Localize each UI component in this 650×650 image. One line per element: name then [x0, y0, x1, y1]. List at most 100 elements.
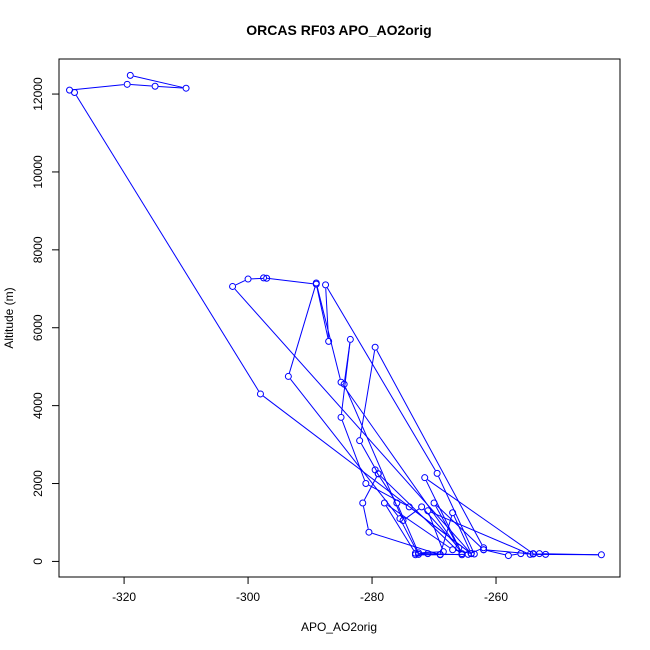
data-point — [504, 552, 512, 560]
data-point — [517, 550, 525, 558]
series-segment — [288, 286, 316, 374]
series-segment — [235, 280, 246, 286]
series-segment — [380, 475, 460, 553]
data-point — [312, 279, 320, 287]
data-point — [229, 282, 237, 290]
series-segment — [342, 384, 461, 552]
data-point — [244, 275, 252, 283]
data-point — [467, 550, 475, 558]
data-point — [421, 474, 429, 482]
data-point — [70, 88, 78, 96]
series-segment — [453, 515, 471, 551]
data-point — [151, 82, 159, 90]
series-segment — [133, 75, 183, 88]
data-point — [415, 550, 423, 558]
series-segment — [362, 506, 369, 529]
series-segment — [376, 350, 483, 545]
data-point — [337, 378, 345, 386]
series-segment — [234, 288, 470, 552]
x-axis: -320 -300 -280 -260 — [112, 576, 508, 604]
series-segment — [341, 420, 366, 481]
data-point — [393, 499, 401, 507]
data-point — [433, 469, 441, 477]
series-segment — [401, 521, 418, 552]
series-segment — [376, 472, 396, 501]
data-point — [424, 507, 432, 515]
series-segment — [360, 443, 377, 471]
series-segment — [316, 286, 341, 379]
data-point — [542, 550, 550, 558]
series-layer — [66, 71, 605, 560]
data-point — [480, 544, 488, 552]
x-tick-label: -260 — [484, 590, 508, 604]
data-point — [256, 390, 264, 398]
data-point — [359, 499, 367, 507]
series-segment — [487, 549, 530, 555]
x-tick-label: -280 — [360, 590, 384, 604]
y-axis-label: Altitude (m) — [2, 287, 16, 348]
x-tick-label: -300 — [236, 590, 260, 604]
data-point — [424, 550, 432, 558]
series-segment — [372, 532, 438, 555]
series-segment — [359, 350, 376, 438]
series-segment — [440, 515, 453, 552]
y-tick-label: 8000 — [31, 236, 45, 263]
series-segment — [387, 504, 451, 549]
series-segment — [405, 508, 420, 519]
series-segment — [418, 552, 459, 556]
plot-frame — [58, 58, 621, 578]
data-point — [405, 503, 413, 511]
y-tick-label: 12000 — [31, 77, 45, 111]
data-point — [529, 550, 537, 558]
data-point — [346, 335, 354, 343]
series-segment — [130, 84, 152, 87]
data-point — [449, 509, 457, 517]
data-point — [458, 550, 466, 558]
series-segment — [428, 513, 443, 549]
data-point — [455, 544, 463, 552]
data-point — [263, 274, 271, 282]
data-point — [356, 437, 364, 445]
data-point — [411, 549, 419, 557]
series-segment — [363, 476, 378, 501]
data-point — [597, 551, 605, 559]
data-point — [380, 499, 388, 507]
data-point — [436, 550, 444, 558]
series-segment — [75, 95, 260, 392]
data-point — [126, 71, 134, 79]
series-segment — [430, 511, 528, 554]
data-point — [365, 528, 373, 536]
data-point — [418, 503, 426, 511]
series-segment — [290, 378, 399, 517]
x-tick-label: -320 — [112, 590, 136, 604]
data-point — [470, 550, 478, 558]
y-axis: 0 2000 4000 6000 8000 10000 12000 — [31, 77, 60, 565]
data-point — [480, 546, 488, 554]
data-point — [182, 84, 190, 92]
data-point — [449, 546, 457, 554]
y-tick-label: 2000 — [31, 470, 45, 497]
series-segment — [326, 287, 436, 471]
data-point — [325, 337, 333, 345]
data-point — [260, 274, 268, 282]
y-tick-label: 6000 — [31, 314, 45, 341]
data-point — [362, 480, 370, 488]
series-segment — [486, 550, 506, 556]
data-point — [374, 470, 382, 478]
series-segment — [425, 480, 461, 551]
data-point — [371, 343, 379, 351]
data-point — [322, 281, 330, 289]
series-segment — [266, 277, 313, 285]
chart-title: ORCAS RF03 APO_AO2orig — [246, 22, 431, 38]
series-segment — [72, 84, 124, 91]
series-segment — [316, 287, 329, 339]
series-segment — [344, 342, 351, 381]
data-point — [123, 80, 131, 88]
series-segment — [427, 479, 531, 553]
series-segment — [511, 553, 518, 556]
y-tick-label: 4000 — [31, 392, 45, 419]
y-tick-label: 10000 — [31, 155, 45, 189]
data-point — [337, 413, 345, 421]
data-point — [430, 499, 438, 507]
